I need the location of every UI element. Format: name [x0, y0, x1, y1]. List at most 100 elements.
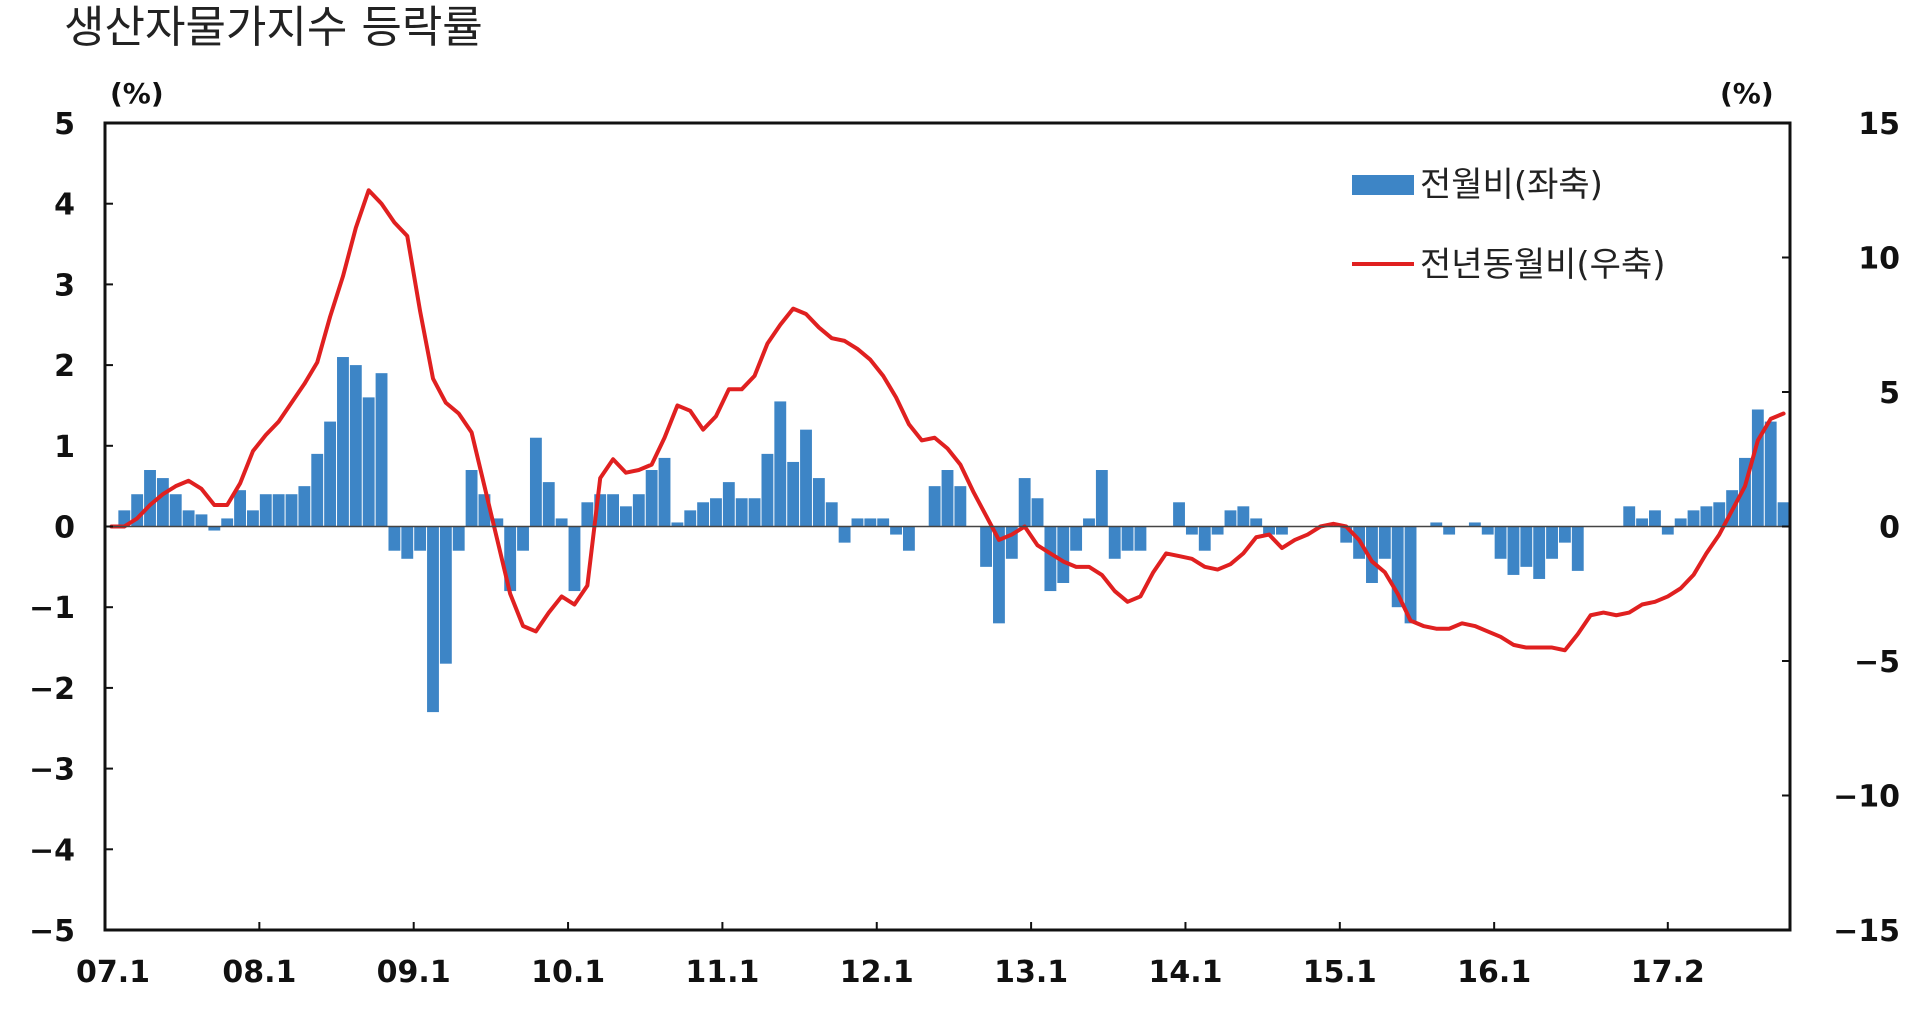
bar-month-9	[221, 518, 234, 527]
x-tick-label-1: 08.1	[222, 955, 296, 990]
bar-month-2	[131, 494, 144, 527]
bar-month-104	[1443, 526, 1456, 535]
bar-month-40	[620, 506, 632, 527]
bar-month-60	[877, 518, 890, 527]
bar-month-90	[1263, 526, 1275, 535]
bar-month-34	[542, 482, 555, 527]
bar-month-59	[864, 518, 877, 527]
legend-label-yoy: 전년동월비(우축)	[1420, 245, 1666, 285]
right-axis-unit-label: (%)	[1720, 77, 1774, 110]
bar-month-54	[800, 429, 812, 527]
bar-month-80	[1134, 526, 1147, 551]
bar-month-101	[1404, 526, 1417, 624]
bar-month-66	[954, 486, 967, 527]
bar-month-47	[710, 498, 722, 527]
right-tick-label-2: 5	[1879, 376, 1900, 411]
left-tick-label-2: 3	[54, 268, 75, 303]
bar-month-88	[1237, 506, 1250, 527]
bar-month-1	[118, 510, 131, 527]
bar-month-52	[774, 401, 787, 527]
bar-month-33	[529, 437, 542, 527]
bar-month-58	[851, 518, 864, 527]
bar-month-85	[1198, 526, 1211, 551]
bar-month-8	[208, 526, 221, 531]
left-tick-label-8: −3	[29, 753, 75, 788]
bar-month-83	[1173, 502, 1185, 527]
bar-month-51	[761, 453, 774, 527]
bar-month-3	[144, 470, 156, 527]
bar-month-128	[1751, 409, 1764, 527]
x-tick-label-0: 07.1	[76, 955, 150, 990]
bar-month-78	[1108, 526, 1121, 559]
right-tick-label-6: −15	[1833, 914, 1900, 949]
bar-month-57	[838, 526, 851, 543]
bar-month-29	[478, 494, 491, 527]
bar-month-28	[465, 470, 478, 527]
bar-month-70	[1005, 526, 1018, 559]
bar-month-64	[928, 486, 941, 527]
bar-month-4	[156, 478, 169, 527]
x-tick-label-8: 15.1	[1303, 955, 1377, 990]
x-tick-label-3: 10.1	[531, 955, 605, 990]
bar-month-110	[1520, 526, 1533, 567]
bar-month-42	[645, 470, 658, 527]
bar-month-111	[1533, 526, 1546, 579]
bar-month-36	[568, 526, 581, 592]
left-tick-label-6: −1	[29, 591, 75, 626]
bar-month-48	[722, 482, 735, 527]
x-axis: 07.1 08.1 09.1 10.1 11.1 12.1 13.1 14.1 15.1 16.1…	[76, 922, 1705, 990]
bar-month-65	[941, 470, 954, 527]
bar-month-76	[1083, 518, 1095, 527]
bar-month-87	[1224, 510, 1237, 527]
left-tick-label-3: 2	[54, 349, 75, 384]
bar-month-49	[735, 498, 748, 527]
left-axis: 5 4 3 2 1 0 −1 −2 −3 −4 −5	[29, 107, 113, 949]
bar-month-5	[169, 494, 182, 527]
bar-month-27	[452, 526, 465, 551]
legend-bar-swatch	[1352, 175, 1414, 195]
bar-month-99	[1378, 526, 1391, 559]
bar-month-119	[1636, 518, 1649, 527]
bar-month-44	[671, 522, 684, 527]
bar-month-15	[298, 486, 311, 527]
bar-month-109	[1507, 526, 1520, 575]
bar-month-43	[658, 457, 671, 527]
bar-month-118	[1623, 506, 1636, 527]
x-tick-label-4: 11.1	[685, 955, 759, 990]
chart-title: 생산자물가지수 등락률	[64, 2, 483, 53]
bar-month-53	[787, 461, 800, 527]
left-tick-label-10: −5	[29, 914, 75, 949]
bar-month-6	[182, 510, 195, 527]
bar-month-98	[1366, 526, 1378, 583]
bar-month-16	[311, 453, 324, 527]
bar-month-84	[1185, 526, 1198, 535]
bar-month-26	[439, 526, 452, 664]
bar-month-120	[1649, 510, 1661, 527]
left-tick-label-7: −2	[29, 672, 75, 707]
right-tick-label-3: 0	[1879, 511, 1900, 546]
right-tick-label-1: 10	[1858, 242, 1900, 277]
bar-month-124	[1700, 506, 1713, 527]
bar-month-122	[1674, 518, 1687, 527]
yoy-line	[109, 188, 1786, 653]
bar-month-100	[1391, 526, 1404, 608]
bar-month-89	[1250, 518, 1263, 527]
bar-month-68	[980, 526, 993, 567]
right-axis: 15 10 5 0 −5 −10 −15	[1782, 107, 1900, 949]
bar-month-14	[285, 494, 298, 527]
bar-month-17	[324, 421, 337, 527]
bar-month-11	[246, 510, 259, 527]
bar-month-96	[1340, 526, 1353, 543]
bar-month-125	[1713, 502, 1726, 527]
bar-month-62	[902, 526, 915, 551]
bar-month-39	[607, 494, 619, 527]
bar-month-46	[697, 502, 710, 527]
right-tick-label-4: −5	[1854, 645, 1900, 680]
x-tick-label-10: 17.2	[1631, 955, 1705, 990]
right-tick-label-5: −10	[1833, 780, 1900, 815]
left-tick-label-1: 4	[54, 188, 75, 223]
legend: 전월비(좌축) 전년동월비(우축)	[1352, 165, 1666, 285]
bar-month-21	[375, 373, 388, 527]
bar-month-37	[581, 502, 594, 527]
